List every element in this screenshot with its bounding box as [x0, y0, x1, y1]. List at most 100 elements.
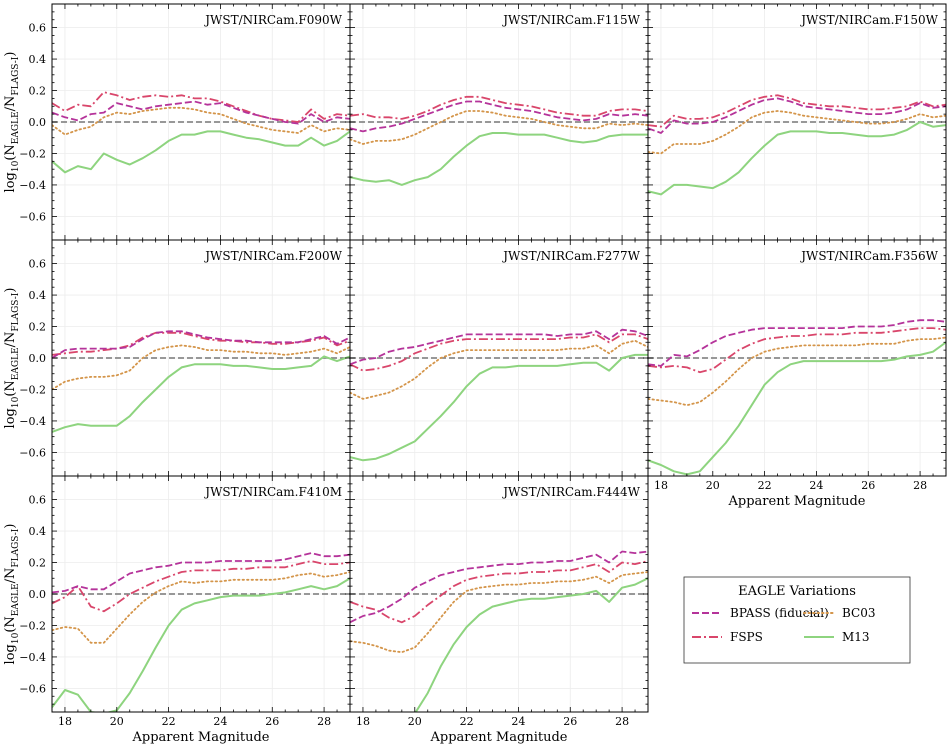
series-line-bpass [52, 100, 350, 125]
series-line-bc03 [350, 339, 648, 400]
panel-title: JWST/NIRCam.F115W [501, 13, 640, 27]
series-group [648, 94, 946, 196]
y-axis-label-part: log [3, 408, 18, 428]
y-tick-label: 0.6 [29, 494, 47, 507]
x-tick-label: 28 [913, 479, 927, 492]
series-line-bpass [350, 328, 648, 366]
series-group [52, 552, 350, 712]
y-axis-label-subscript: 10 [11, 396, 21, 408]
series-group [350, 328, 648, 462]
y-tick-label: −0.6 [19, 446, 46, 459]
series-line-m13 [52, 130, 350, 174]
y-tick-label: 0.0 [29, 352, 47, 365]
x-tick-label: 18 [58, 715, 72, 728]
series-line-bpass [648, 97, 946, 134]
series-line-bc03 [350, 110, 648, 145]
y-tick-label: −0.6 [19, 210, 46, 223]
y-tick-label: 0.0 [29, 588, 47, 601]
y-axis-label-part: /N [3, 96, 18, 112]
series-line-m13 [52, 355, 350, 433]
series-line-bpass [350, 100, 648, 133]
x-tick-label: 20 [706, 479, 720, 492]
series-group [52, 91, 350, 174]
panel-title: JWST/NIRCam.F090W [203, 13, 342, 27]
y-tick-label: 0.4 [29, 525, 47, 538]
x-tick-label: 26 [563, 715, 577, 728]
y-tick-label: 0.0 [29, 116, 47, 129]
y-axis-label-part: /N [3, 332, 18, 348]
y-tick-label: 0.2 [29, 557, 47, 570]
x-tick-label: 26 [861, 479, 875, 492]
panel-title: JWST/NIRCam.F277W [501, 249, 640, 263]
series-line-m13 [52, 577, 350, 712]
panel-f150w: JWST/NIRCam.F150W [647, 3, 947, 241]
x-tick-label: 28 [317, 715, 331, 728]
legend-label-m13: M13 [842, 630, 870, 644]
series-line-fsps [648, 94, 946, 128]
y-tick-label: −0.2 [19, 147, 46, 160]
y-tick-label: −0.2 [19, 383, 46, 396]
x-tick-label: 24 [511, 715, 525, 728]
series-line-fsps [52, 331, 350, 356]
x-tick-label: 26 [265, 715, 279, 728]
y-axis-label: log10(NEAGLE/NFLAGS-I) [3, 52, 21, 193]
series-line-fsps [350, 95, 648, 120]
x-tick-label: 20 [110, 715, 124, 728]
legend-title: EAGLE Variations [738, 584, 856, 599]
panel-title: JWST/NIRCam.F356W [799, 249, 938, 263]
y-axis-label-part: ) [3, 524, 18, 529]
x-tick-label: 22 [162, 715, 176, 728]
series-line-fsps [52, 91, 350, 123]
x-tick-label: 18 [356, 715, 370, 728]
y-tick-label: 0.2 [29, 85, 47, 98]
series-line-bc03 [52, 571, 350, 644]
series-line-fsps [350, 560, 648, 624]
legend-label-bpass: BPASS (fiducial) [730, 606, 829, 620]
y-axis-label-part: log [3, 644, 18, 664]
y-axis-label: log10(NEAGLE/NFLAGS-I) [3, 524, 21, 665]
series-line-bc03 [52, 106, 350, 136]
legend-label-bc03: BC03 [842, 606, 876, 620]
y-axis-label-part: (N [3, 144, 18, 160]
y-axis-label-subscript: EAGLE [11, 583, 21, 616]
series-line-fsps [350, 333, 648, 372]
series-line-m13 [648, 341, 946, 476]
series-group [52, 330, 350, 433]
series-line-bc03 [52, 344, 350, 391]
y-axis-label-part: ) [3, 52, 18, 57]
y-tick-label: 0.4 [29, 53, 47, 66]
y-tick-label: 0.4 [29, 289, 47, 302]
y-axis-label-subscript: FLAGS-I [11, 56, 21, 95]
y-axis-label-part: /N [3, 568, 18, 584]
legend: EAGLE Variations BPASS (fiducial) BC03 FSPS… [683, 576, 911, 664]
panel-title: JWST/NIRCam.F150W [799, 13, 938, 27]
y-tick-label: 0.6 [29, 258, 47, 271]
labels-layer: log10(NEAGLE/NFLAGS-I)log10(NEAGLE/NFLAG… [3, 52, 866, 745]
panel-f410m: JWST/NIRCam.F410M −0.6 −0.4 −0.2 0.0 0.2 0.4 0.… [19, 475, 351, 728]
y-tick-label: −0.4 [19, 179, 46, 192]
y-tick-label: −0.4 [19, 415, 46, 428]
series-line-bc03 [648, 336, 946, 407]
panel-frame [349, 475, 649, 713]
series-line-bpass [52, 330, 350, 359]
series-line-fsps [648, 327, 946, 374]
panel-f444w: JWST/NIRCam.F444W 18 20 22 24 26 28 [349, 475, 649, 728]
y-axis-label-part: (N [3, 616, 18, 632]
y-axis-label-subscript: 10 [11, 160, 21, 172]
series-line-bpass [350, 550, 648, 624]
series-line-bpass [648, 319, 946, 367]
panel-f356w: JWST/NIRCam.F356W 18 20 22 24 26 28 [647, 239, 947, 492]
x-axis-label: Apparent Magnitude [728, 494, 866, 509]
x-tick-label: 28 [615, 715, 629, 728]
series-group [350, 95, 648, 186]
y-tick-label: 0.6 [29, 22, 47, 35]
panel-title: JWST/NIRCam.F444W [501, 485, 640, 499]
series-line-fsps [52, 560, 350, 613]
panel-f200w: JWST/NIRCam.F200W −0.6 −0.4 −0.2 0.0 0.2 0.4 0.… [19, 239, 351, 477]
panel-title: JWST/NIRCam.F410M [203, 485, 342, 499]
y-axis-label-subscript: FLAGS-I [11, 528, 21, 567]
x-tick-label: 22 [460, 715, 474, 728]
series-line-bc03 [648, 110, 946, 155]
legend-box [683, 576, 911, 664]
